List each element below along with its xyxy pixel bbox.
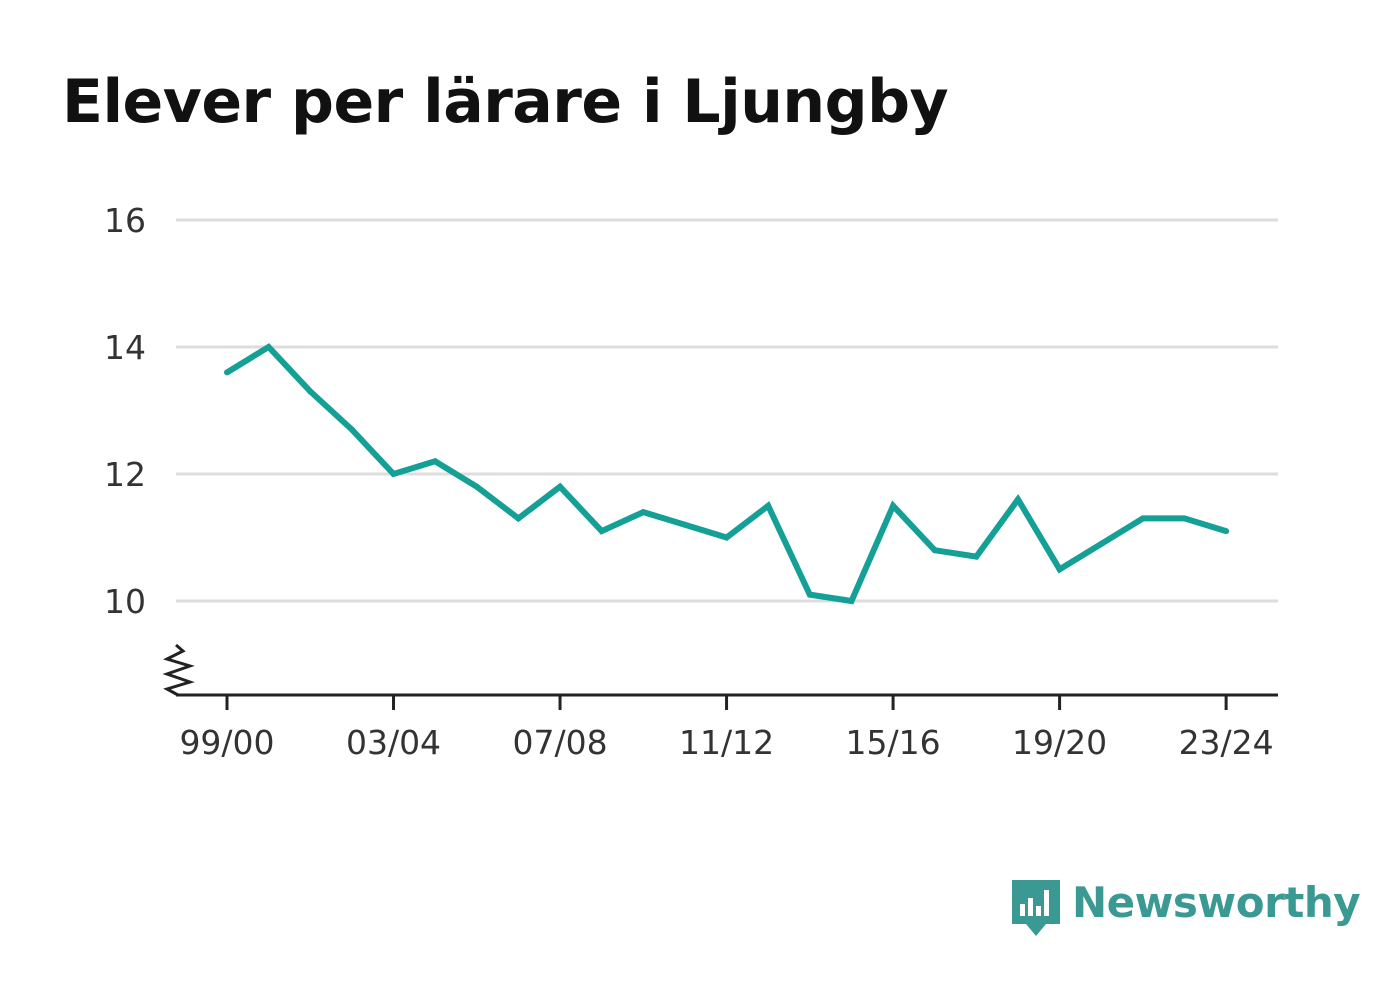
y-tick-label: 16 — [104, 201, 146, 240]
data-point-02/03 — [348, 426, 355, 433]
data-point-18/19 — [1014, 496, 1021, 503]
brand-name: Newsworthy — [1072, 878, 1361, 927]
y-tick-label: 14 — [104, 328, 146, 367]
data-point-22/23 — [1181, 515, 1188, 522]
y-tick-label: 10 — [104, 582, 146, 621]
x-tick-label: 07/08 — [512, 723, 607, 762]
x-tick-label: 19/20 — [1012, 723, 1107, 762]
data-point-20/21 — [1098, 540, 1105, 547]
x-tick-label: 15/16 — [846, 723, 941, 762]
data-point-03/04 — [390, 471, 397, 477]
data-point-07/08 — [557, 483, 564, 490]
data-point-99/00 — [224, 369, 230, 376]
data-point-04/05 — [432, 458, 439, 465]
data-point-16/17 — [931, 547, 938, 554]
newsworthy-logo: Newsworthy — [1010, 878, 1361, 940]
x-tick-label: 99/00 — [179, 723, 274, 762]
gridlines — [176, 218, 1278, 603]
data-point-11/12 — [723, 534, 730, 541]
axis-break-icon — [162, 643, 195, 697]
data-point-00/01 — [265, 344, 272, 350]
data-point-08/09 — [598, 528, 605, 535]
data-point-15/16 — [890, 502, 897, 509]
y-axis-tick-labels: 16 14 12 10 — [104, 201, 146, 621]
data-point-17/18 — [973, 553, 980, 560]
data-point-06/07 — [515, 515, 522, 522]
data-points — [224, 344, 1230, 604]
data-point-19/20 — [1056, 566, 1063, 573]
data-point-05/06 — [473, 483, 480, 490]
x-tick-label: 11/12 — [679, 723, 774, 762]
x-axis-ticks: 99/00 03/04 07/08 11/12 15/16 19/20 23/24 — [179, 695, 1274, 762]
newsworthy-icon — [1012, 880, 1060, 936]
data-point-12/13 — [765, 502, 772, 509]
data-point-21/22 — [1139, 515, 1146, 522]
y-tick-label: 12 — [104, 455, 146, 494]
x-tick-label: 03/04 — [346, 723, 441, 762]
data-point-13/14 — [806, 591, 813, 598]
chart-title: Elever per lärare i Ljungby — [62, 67, 949, 137]
data-point-14/15 — [848, 598, 855, 604]
data-point-01/02 — [307, 388, 314, 395]
data-point-23/24 — [1223, 528, 1230, 535]
data-point-10/11 — [681, 521, 688, 528]
x-tick-label: 23/24 — [1179, 723, 1274, 762]
data-point-09/10 — [640, 509, 647, 516]
